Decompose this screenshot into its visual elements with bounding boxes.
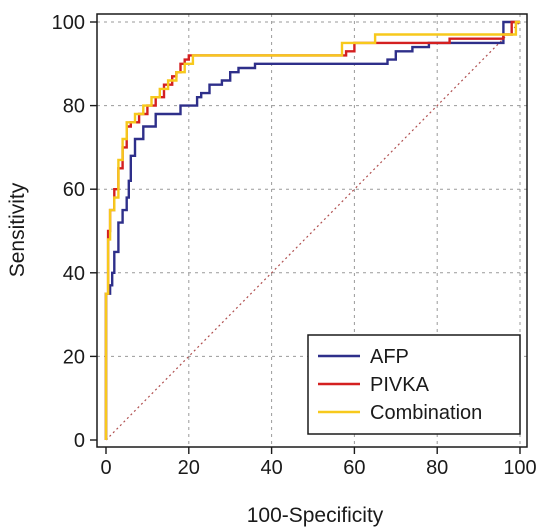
y-tick-label: 80 <box>63 96 85 118</box>
x-tick-label: 0 <box>100 457 111 479</box>
legend-label-afp: AFP <box>370 346 409 368</box>
y-axis-ticks: 0 20 40 60 80 100 <box>52 12 97 452</box>
y-tick-label: 40 <box>63 263 85 285</box>
y-tick-label: 60 <box>63 179 85 201</box>
x-tick-label: 80 <box>426 457 448 479</box>
x-tick-label: 60 <box>343 457 365 479</box>
series-line-pivka <box>104 20 520 440</box>
y-tick-label: 100 <box>52 12 85 34</box>
legend-label-combination: Combination <box>370 402 482 424</box>
x-tick-label: 40 <box>260 457 282 479</box>
x-tick-label: 100 <box>503 457 536 479</box>
series-line-afp <box>104 20 520 440</box>
plot-frame <box>96 13 528 448</box>
y-tick-label: 20 <box>63 346 85 368</box>
x-tick-label: 20 <box>178 457 200 479</box>
reference-diagonal <box>105 21 521 441</box>
y-axis-label: Sensitivity <box>6 182 29 277</box>
legend-label-pivka: PIVKA <box>370 374 430 396</box>
x-axis-label: 100-Specificity <box>247 504 384 527</box>
legend: AFP PIVKA Combination <box>307 334 521 435</box>
series-line-combination <box>104 20 520 440</box>
x-axis-ticks: 0 20 40 60 80 100 <box>100 447 537 479</box>
y-tick-label: 0 <box>74 430 85 452</box>
series-layer <box>104 20 520 440</box>
